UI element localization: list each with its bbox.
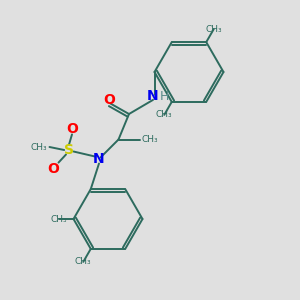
Text: CH₃: CH₃	[156, 110, 172, 119]
Text: N: N	[147, 89, 159, 103]
Text: H: H	[159, 89, 169, 103]
Text: CH₃: CH₃	[75, 257, 92, 266]
Text: S: S	[64, 143, 74, 157]
Text: O: O	[66, 122, 78, 136]
Text: O: O	[103, 93, 115, 107]
Text: CH₃: CH₃	[30, 142, 47, 152]
Text: CH₃: CH₃	[141, 135, 158, 144]
Text: O: O	[47, 162, 59, 176]
Text: CH₃: CH₃	[50, 214, 67, 224]
Text: CH₃: CH₃	[206, 25, 222, 34]
Text: N: N	[93, 152, 105, 166]
